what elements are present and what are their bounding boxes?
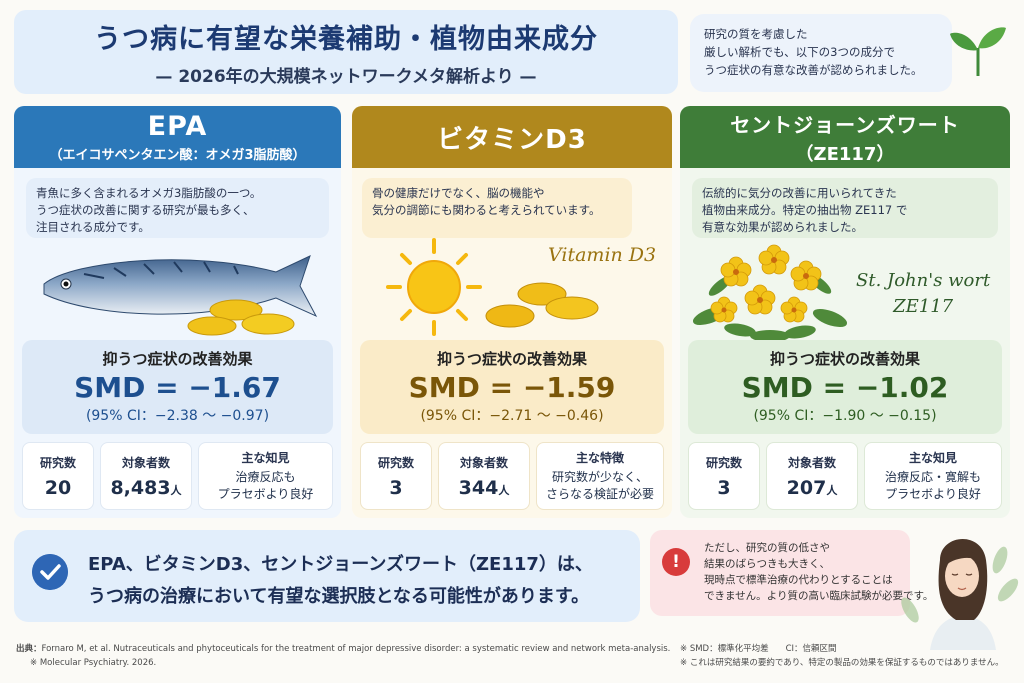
stat-participants: 対象者数 207人	[766, 442, 858, 510]
stat-text: 治療反応も プラセボより良好	[217, 470, 314, 501]
desc-line: 注目される成分です。	[36, 220, 150, 234]
desc-line: 骨の健康だけでなく、脳の機能や	[372, 186, 545, 200]
stat-label: 対象者数	[121, 455, 170, 470]
stat-studies: 研究数 3	[360, 442, 432, 510]
flower-illustration	[692, 244, 848, 342]
stat-value: 3	[717, 476, 731, 499]
epa-name: EPA	[147, 111, 208, 142]
title-box: うつ病に有望な栄養補助・植物由来成分 — 2026年の大規模ネットワークメタ解析…	[14, 10, 678, 94]
st-johns-wort-header: セントジョーンズワート （ZE117）	[680, 106, 1010, 168]
epa-smd: SMD = −1.67	[74, 371, 281, 404]
stat-studies: 研究数 3	[688, 442, 760, 510]
exclamation-icon: !	[662, 548, 690, 576]
intro-line: うつ症状の有意な改善が認められました。	[704, 63, 923, 77]
conclusion-line: EPA、ビタミンD3、セントジョーンズワート（ZE117）は、	[88, 554, 593, 575]
vitamin-d3-header: ビタミンD3	[352, 106, 672, 168]
stat-label: 主な特徴	[575, 451, 624, 465]
warning-box: ! ただし、研究の質の低さや 結果のばらつきも大きく、 現時点で標準治療の代わり…	[650, 530, 934, 616]
epa-header: EPA （エイコサペンタエン酸：オメガ3脂肪酸）	[14, 106, 341, 168]
source-citation: 出典：Fornaro M, et al. Nutraceuticals and …	[16, 642, 670, 670]
effect-title: 抑うつ症状の改善効果	[436, 350, 587, 368]
stat-label: 対象者数	[459, 455, 508, 470]
warning-line: 結果のばらつきも大きく、	[704, 558, 830, 570]
stat-value: 344人	[458, 476, 510, 499]
epa-column: EPA （エイコサペンタエン酸：オメガ3脂肪酸） 青魚に多く含まれるオメガ3脂肪…	[14, 106, 341, 518]
st-johns-wort-stats: 研究数 3 対象者数 207人 主な知見 治療反応・寛解も プラセボより良好	[688, 442, 1002, 510]
warning-line: 現時点で標準治療の代わりとすることは	[704, 574, 893, 586]
desc-line: 有意な効果が認められました。	[702, 220, 863, 234]
footnote-line: ※ これは研究結果の要約であり、特定の製品の効果を保証するものではありません。	[680, 658, 1004, 668]
epa-subname: （エイコサペンタエン酸：オメガ3脂肪酸）	[49, 148, 306, 163]
woman-illustration	[901, 538, 1019, 650]
intro-line: 研究の質を考慮した	[704, 27, 808, 41]
conclusion-box: EPA、ビタミンD3、セントジョーンズワート（ZE117）は、 うつ病の治療にお…	[14, 530, 640, 622]
stat-findings: 主な知見 治療反応・寛解も プラセボより良好	[864, 442, 1002, 510]
warning-line: ただし、研究の質の低さや	[704, 542, 830, 554]
sun-illustration	[386, 238, 599, 336]
st-johns-wort-effect-box: 抑うつ症状の改善効果 SMD = −1.02 (95% CI：−1.90 ～ −…	[688, 340, 1002, 434]
stat-participants: 対象者数 8,483人	[100, 442, 192, 510]
st-johns-wort-smd: SMD = −1.02	[741, 371, 949, 404]
stat-label: 研究数	[39, 455, 76, 470]
st-johns-wort-ci: (95% CI：−1.90 ～ −0.15)	[753, 408, 937, 424]
desc-line: 青魚に多く含まれるオメガ3脂肪酸の一つ。	[36, 186, 262, 200]
stat-value: 3	[389, 476, 403, 499]
page-subtitle: — 2026年の大規模ネットワークメタ解析より —	[155, 67, 537, 87]
stat-label: 研究数	[377, 455, 414, 470]
epa-stats: 研究数 20 対象者数 8,483人 主な知見 治療反応も プラセボより良好	[22, 442, 333, 510]
conclusion-line: うつ病の治療において有望な選択肢となる可能性があります。	[88, 586, 590, 607]
vitamin-d3-effect-box: 抑うつ症状の改善効果 SMD = −1.59 (95% CI：−2.71 ～ −…	[360, 340, 664, 434]
vitamin-d3-name: ビタミンD3	[437, 124, 587, 155]
fish-illustration	[43, 255, 318, 336]
vitamin-d3-stats: 研究数 3 対象者数 344人 主な特徴 研究数が少なく、 さらなる検証が必要	[360, 442, 664, 510]
sprout-icon	[950, 27, 1006, 76]
source-line: ※ Molecular Psychiatry. 2026.	[30, 658, 157, 668]
stat-label: 対象者数	[787, 455, 836, 470]
stat-label: 研究数	[705, 455, 742, 470]
checkmark-icon	[32, 554, 68, 590]
warning-line: できません。より質の高い臨床試験が必要です。	[704, 590, 934, 602]
effect-title: 抑うつ症状の改善効果	[102, 350, 253, 368]
epa-description: 青魚に多く含まれるオメガ3脂肪酸の一つ。 うつ症状の改善に関する研究が最も多く、…	[26, 178, 329, 238]
st-johns-wort-description: 伝統的に気分の改善に用いられてきた 植物由来成分。特定の抽出物 ZE117 で …	[692, 178, 998, 238]
intro-line: 厳しい解析でも、以下の3つの成分で	[704, 45, 895, 59]
desc-line: 伝統的に気分の改善に用いられてきた	[702, 186, 897, 200]
st-johns-wort-subname: （ZE117）	[795, 143, 895, 165]
vitamin-d3-description: 骨の健康だけでなく、脳の機能や 気分の調節にも関わると考えられています。	[362, 178, 632, 238]
stat-value: 207人	[786, 476, 838, 499]
stat-participants: 対象者数 344人	[438, 442, 530, 510]
stat-text: 治療反応・寛解も プラセボより良好	[884, 470, 981, 501]
epa-effect-box: 抑うつ症状の改善効果 SMD = −1.67 (95% CI：−2.38 ～ −…	[22, 340, 333, 434]
intro-box: 研究の質を考慮した 厳しい解析でも、以下の3つの成分で うつ症状の有意な改善が認…	[690, 14, 952, 92]
stat-label: 主な知見	[241, 451, 290, 465]
vitamin-d3-smd: SMD = −1.59	[408, 371, 616, 404]
stat-label: 主な知見	[908, 451, 957, 465]
desc-line: うつ症状の改善に関する研究が最も多く、	[36, 203, 255, 217]
st-johns-wort-name: セントジョーンズワート	[730, 112, 960, 137]
epa-ci: (95% CI：−2.38 ～ −0.97)	[85, 408, 270, 424]
stat-studies: 研究数 20	[22, 442, 94, 510]
stat-value: 20	[44, 476, 72, 499]
st-johns-wort-label: St. John's wort ZE117	[856, 270, 991, 317]
footnotes: ※ SMD：標準化平均差 CI：信頼区間 ※ これは研究結果の要約であり、特定の…	[680, 642, 1004, 670]
footnote-line: ※ SMD：標準化平均差 CI：信頼区間	[680, 644, 837, 654]
source-line: 出典：Fornaro M, et al. Nutraceuticals and …	[16, 644, 671, 654]
effect-title: 抑うつ症状の改善効果	[769, 350, 920, 368]
vitamin-d3-column: ビタミンD3 骨の健康だけでなく、脳の機能や 気分の調節にも関わると考えられてい…	[352, 106, 672, 518]
stat-findings: 主な知見 治療反応も プラセボより良好	[198, 442, 333, 510]
stat-features: 主な特徴 研究数が少なく、 さらなる検証が必要	[536, 442, 664, 510]
desc-line: 気分の調節にも関わると考えられています。	[372, 203, 601, 217]
vitamin-d3-label: Vitamin D3	[548, 244, 657, 266]
desc-line: 植物由来成分。特定の抽出物 ZE117 で	[702, 203, 908, 217]
st-johns-wort-column: セントジョーンズワート （ZE117） 伝統的に気分の改善に用いられてきた 植物…	[680, 106, 1010, 518]
stat-value: 8,483人	[110, 476, 182, 499]
stat-text: 研究数が少なく、 さらなる検証が必要	[545, 470, 654, 501]
page-title: うつ病に有望な栄養補助・植物由来成分	[94, 24, 598, 55]
vitamin-d3-ci: (95% CI：−2.71 ～ −0.46)	[420, 408, 604, 424]
